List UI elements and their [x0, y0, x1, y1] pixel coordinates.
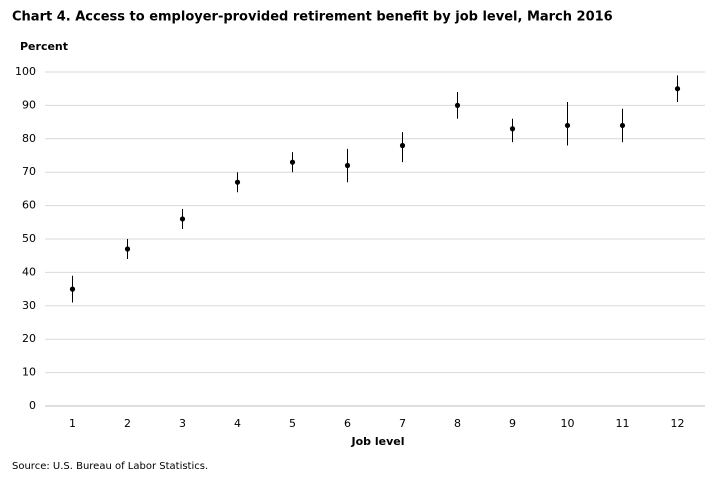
chart-title: Chart 4. Access to employer-provided ret… [12, 10, 613, 25]
x-tick-label: 8 [454, 417, 461, 430]
x-tick-label: 3 [179, 417, 186, 430]
y-axis-label: Percent [20, 40, 68, 53]
x-tick-label: 7 [399, 417, 406, 430]
x-axis-label: Job level [351, 435, 405, 448]
point [399, 142, 406, 149]
x-tick-label: 9 [509, 417, 516, 430]
point [344, 162, 351, 169]
point [234, 179, 241, 185]
y-tick-label: 80 [22, 132, 36, 145]
y-tick-label: 20 [22, 332, 36, 345]
point [619, 122, 626, 129]
x-tick-label: 1 [69, 417, 76, 430]
y-tick-label: 60 [22, 199, 36, 212]
y-tick-label: 90 [22, 98, 36, 111]
point [564, 122, 571, 129]
x-tick-label: 5 [289, 417, 296, 430]
point [69, 286, 76, 292]
y-tick-label: 40 [22, 265, 36, 278]
x-tick-label: 4 [234, 417, 241, 430]
x-tick-label: 11 [616, 417, 630, 430]
point [509, 126, 516, 132]
point [289, 159, 296, 165]
point [454, 102, 461, 108]
y-tick-label: 50 [22, 232, 36, 245]
y-tick-label: 70 [22, 165, 36, 178]
y-tick-label: 100 [15, 65, 36, 78]
point [674, 86, 681, 92]
point [124, 246, 131, 252]
x-tick-label: 12 [671, 417, 685, 430]
y-tick-label: 0 [29, 399, 36, 412]
x-tick-label: 10 [561, 417, 575, 430]
point [179, 216, 186, 222]
y-tick-label: 10 [22, 366, 36, 379]
x-tick-label: 2 [124, 417, 131, 430]
x-tick-label: 6 [344, 417, 351, 430]
y-tick-label: 30 [22, 299, 36, 312]
source-note: Source: U.S. Bureau of Labor Statistics. [12, 461, 208, 472]
